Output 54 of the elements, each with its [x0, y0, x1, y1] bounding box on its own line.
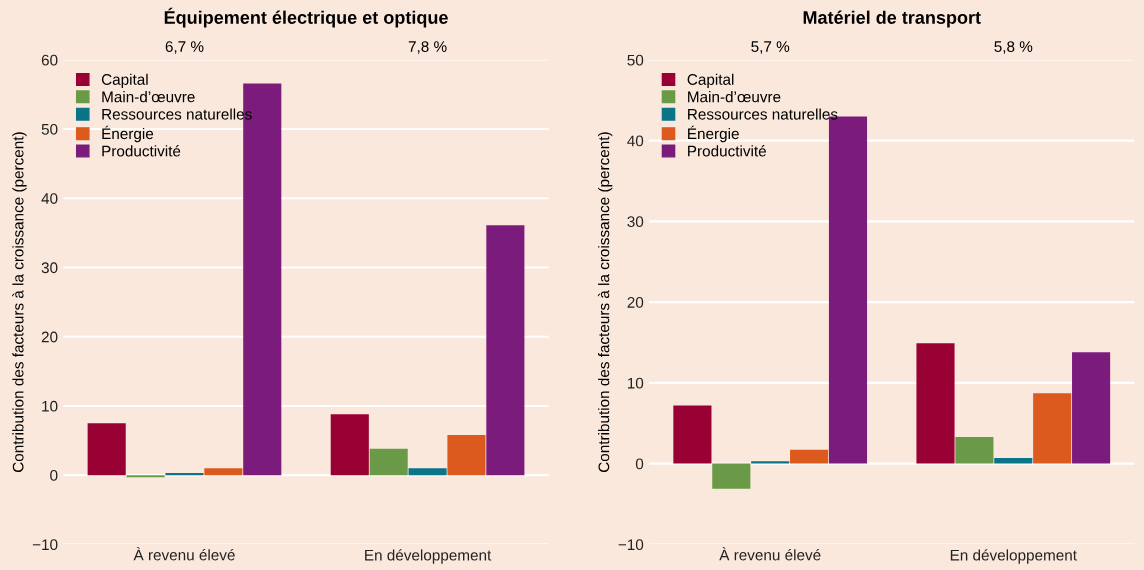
text: 5,7 % [751, 41, 790, 54]
y-tick-label: 20 [41, 331, 58, 343]
legend-label: Ressources naturelles [688, 108, 838, 120]
bar [955, 436, 994, 464]
bar [712, 463, 751, 489]
bar [165, 473, 204, 476]
y-tick-label: 30 [627, 216, 644, 228]
bar [790, 449, 829, 464]
bar [916, 343, 955, 464]
x-tick-label: En développement [365, 549, 492, 564]
y-tick-label: 60 [41, 54, 58, 66]
legend-label: Capital [687, 73, 734, 88]
bar [369, 448, 408, 476]
legend-label: Productivité [688, 145, 766, 157]
legend-label: Énergie [688, 125, 739, 143]
x-tick-label: À revenu élevé [133, 547, 235, 561]
bar [1072, 352, 1111, 464]
y-axis-title: Contribution des facteurs à la croissance (percent) [597, 132, 613, 472]
bar [408, 468, 447, 476]
y-tick-label: 40 [41, 193, 58, 204]
x-tick-label: En développement [950, 549, 1077, 564]
bar [204, 468, 243, 476]
y-tick-label: −10 [618, 539, 644, 551]
bar [486, 225, 525, 476]
y-tick-label: 0 [50, 470, 58, 481]
legend-label: Main-d’œuvre [102, 91, 195, 103]
y-tick-label: 0 [635, 458, 644, 470]
y-tick-label: 40 [627, 135, 644, 147]
chart-title: Matériel de transport [803, 10, 981, 28]
y-tick-label: 50 [41, 123, 58, 135]
y-tick-label: 50 [627, 54, 644, 66]
bar [87, 423, 126, 476]
text: 6,7 % [165, 41, 204, 54]
y-tick-label: 10 [627, 377, 644, 389]
y-axis-title: Contribution des facteurs à la croissance (percent) [12, 132, 27, 472]
bar [330, 414, 369, 476]
bar [126, 475, 165, 478]
bar [751, 461, 790, 464]
bar [994, 457, 1033, 464]
bar [447, 434, 486, 476]
y-tick-label: 10 [42, 400, 58, 412]
bar [673, 405, 712, 464]
text: 5,8 % [994, 41, 1033, 54]
legend-label: Main-d’œuvre [688, 91, 781, 103]
legend-label: Énergie [102, 125, 154, 143]
x-tick-label: À revenu élevé [719, 547, 821, 561]
y-tick-label: 30 [41, 262, 58, 274]
text: 7,8 % [408, 41, 447, 54]
bar [1033, 393, 1072, 464]
legend-label: Productivité [102, 145, 181, 157]
legend-label: Capital [101, 73, 148, 88]
y-tick-label: −10 [32, 539, 58, 551]
chart-title: Équipement électrique et optique [164, 7, 448, 28]
y-tick-label: 20 [627, 296, 644, 308]
